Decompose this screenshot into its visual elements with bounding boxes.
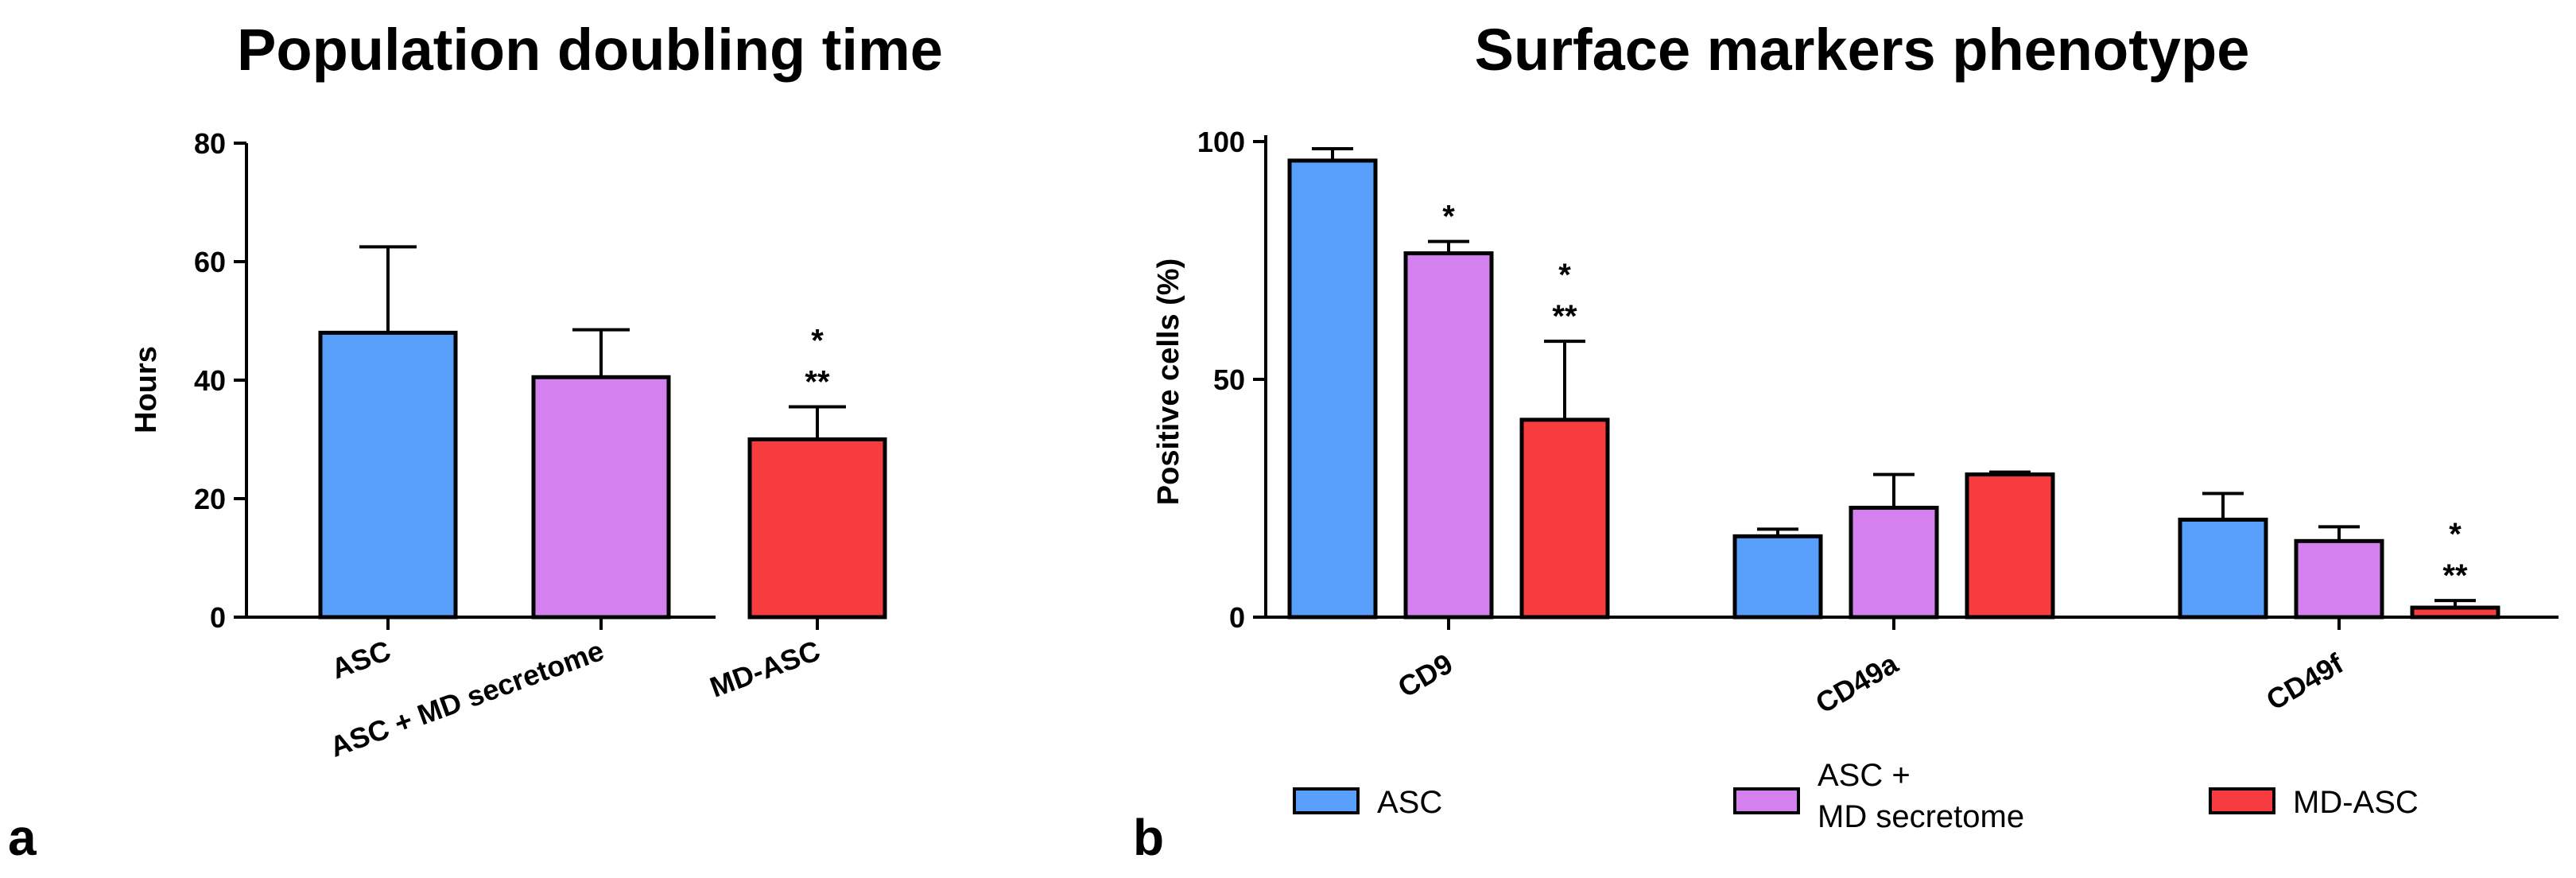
panel-a-chart: Population doubling time Hours a 0 20 40 60… <box>8 17 943 866</box>
panel-a-ylabel: Hours <box>130 346 163 433</box>
panel-a-y-tick-label: 0 <box>210 601 226 634</box>
panel-b-title: Surface markers phenotype <box>1475 17 2250 83</box>
panel-a-category-label: ASC <box>327 634 394 686</box>
panel-b-bar <box>2410 605 2500 620</box>
panel-a-y-tick-label: 40 <box>194 364 226 397</box>
panel-b-bar <box>2178 517 2268 620</box>
panel-a-letter: a <box>8 809 37 866</box>
panel-b-y-tick-label: 0 <box>1229 601 1245 634</box>
panel-b-significance: * <box>1442 200 1455 235</box>
panel-b-legend: ASC ASC + MD secretome MD-ASC <box>1293 758 2419 834</box>
panel-b-bar <box>1732 534 1823 620</box>
panel-a-title: Population doubling time <box>237 17 943 83</box>
panel-b-bar <box>1849 505 1939 620</box>
legend-swatch <box>1733 787 1800 814</box>
legend-label: ASC + <box>1818 758 1911 793</box>
panel-a-bar <box>531 375 671 620</box>
legend-label: ASC <box>1377 785 1442 820</box>
panel-b-bar <box>1403 251 1494 620</box>
legend-swatch <box>1293 787 1360 814</box>
panel-b-y-tick-label: 50 <box>1213 363 1245 396</box>
panel-b-letter: b <box>1133 809 1164 866</box>
panel-b-significance: ** <box>1552 299 1577 334</box>
panel-a-category-label: MD-ASC <box>705 634 824 704</box>
legend-swatch <box>2209 787 2275 814</box>
panel-b-category-label: CD9 <box>1392 647 1458 704</box>
panel-b-category-label: CD49a <box>1810 647 1903 720</box>
panel-b-bar <box>1287 158 1378 620</box>
panel-b-bar <box>1965 472 2055 620</box>
panel-b-significance: ** <box>2442 558 2468 593</box>
panel-b-y-tick-label: 100 <box>1197 126 1245 158</box>
panel-b-bar <box>2294 538 2384 620</box>
panel-b-chart: Surface markers phenotype Positive cells… <box>1133 17 2559 866</box>
panel-b-significance: * <box>2449 517 2462 552</box>
panel-b-significance: * <box>1558 258 1571 293</box>
panel-a-y-tick-label: 60 <box>194 246 226 278</box>
panel-b-bar <box>1519 418 1610 620</box>
panel-a-y-tick-label: 80 <box>194 127 226 160</box>
panel-b-ylabel: Positive cells (%) <box>1152 258 1185 505</box>
panel-a-bar <box>318 330 458 620</box>
legend-label: MD secretome <box>1818 799 2024 834</box>
panel-a-significance: ** <box>805 365 830 400</box>
panel-a-bar <box>747 437 887 620</box>
legend-label: MD-ASC <box>2293 785 2419 820</box>
panel-a-y-tick-label: 20 <box>194 483 226 515</box>
panel-b-category-label: CD49f <box>2260 647 2349 717</box>
panel-a-significance: * <box>811 324 824 359</box>
